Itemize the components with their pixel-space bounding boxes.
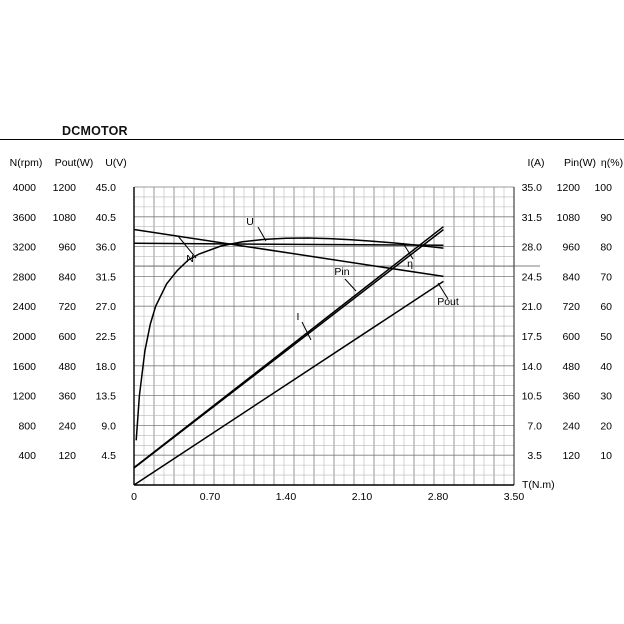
series-label: Pout: [437, 296, 459, 308]
y-tick-label-right: 80: [600, 242, 612, 254]
y-tick-label-left: 960: [58, 242, 76, 254]
y-tick-label-left: 240: [58, 420, 76, 432]
y-tick-label-right: 31.5: [522, 212, 543, 224]
y-tick-label-right: 360: [562, 391, 580, 403]
y-tick-label-right: 840: [562, 271, 580, 283]
y-tick-label-right: 40: [600, 361, 612, 373]
y-tick-label-left: 2400: [13, 301, 37, 313]
y-tick-label-right: 100: [594, 182, 612, 194]
series-line-pin: [133, 226, 444, 469]
y-tick-label-right: 10.5: [522, 391, 543, 403]
y-tick-label-left: 3200: [13, 242, 37, 254]
series-label-leader: [257, 226, 267, 242]
y-tick-label-right: 720: [562, 301, 580, 313]
y-tick-label-right: 240: [562, 420, 580, 432]
x-tick-label: 2.80: [428, 491, 449, 503]
y-tick-label-left: 600: [58, 331, 76, 343]
y-tick-label-right: 35.0: [522, 182, 543, 194]
series-line-u: [133, 242, 444, 247]
y-tick-label-left: 400: [18, 450, 36, 462]
y-tick-label-right: 120: [562, 450, 580, 462]
chart-title: DCMOTOR: [62, 124, 128, 138]
y-tick-label-right: 20: [600, 420, 612, 432]
y-tick-label-left: 40.5: [96, 212, 117, 224]
y-tick-label-right: 960: [562, 242, 580, 254]
y-tick-label-right: 90: [600, 212, 612, 224]
y-tick-label-left: 720: [58, 301, 76, 313]
y-tick-label-right: 1080: [557, 212, 581, 224]
y-tick-label-left: 4000: [13, 182, 37, 194]
y-tick-label-left: 840: [58, 271, 76, 283]
y-tick-label-right: 1200: [557, 182, 581, 194]
y-tick-label-right: 600: [562, 331, 580, 343]
x-tick-label: 1.40: [276, 491, 297, 503]
series-label: η: [407, 258, 413, 270]
series-label-leader: [402, 242, 414, 260]
y-tick-label-left: 1200: [53, 182, 77, 194]
axis-header-left: Pout(W): [55, 157, 94, 169]
y-tick-label-left: 480: [58, 361, 76, 373]
title-rule: [0, 139, 624, 140]
y-tick-label-left: 4.5: [101, 450, 116, 462]
series-label: N: [186, 253, 194, 265]
x-tick-label: 2.10: [352, 491, 373, 503]
x-tick-label: 0: [131, 491, 137, 503]
y-tick-label-left: 2800: [13, 271, 37, 283]
y-tick-label-left: 1080: [53, 212, 77, 224]
y-tick-label-right: 10: [600, 450, 612, 462]
y-tick-label-left: 22.5: [96, 331, 117, 343]
y-tick-label-left: 800: [18, 420, 36, 432]
y-tick-label-right: 480: [562, 361, 580, 373]
y-tick-label-left: 3600: [13, 212, 37, 224]
y-tick-label-right: 17.5: [522, 331, 543, 343]
series-line-eta: [135, 237, 444, 441]
series-label: Pin: [334, 266, 349, 278]
axis-header-right: Pin(W): [564, 157, 596, 169]
x-tick-label: 3.50: [504, 491, 525, 503]
y-tick-label-right: 60: [600, 301, 612, 313]
series-label-leader: [177, 235, 197, 259]
y-tick-label-right: 21.0: [522, 301, 543, 313]
y-tick-label-right: 30: [600, 391, 612, 403]
y-tick-label-left: 31.5: [96, 271, 117, 283]
y-tick-label-right: 7.0: [527, 420, 542, 432]
series-label-leader: [437, 282, 449, 300]
y-tick-label-left: 1600: [13, 361, 37, 373]
series-label-leader: [301, 321, 312, 341]
axis-header-left: U(V): [105, 157, 127, 169]
series-label: U: [246, 216, 254, 228]
series-label-leader: [344, 278, 357, 292]
y-tick-label-left: 9.0: [101, 420, 116, 432]
axis-header-left: N(rpm): [10, 157, 43, 169]
y-tick-label-left: 360: [58, 391, 76, 403]
series-label: I: [297, 311, 300, 323]
y-tick-label-right: 50: [600, 331, 612, 343]
x-tick-label: 0.70: [200, 491, 221, 503]
x-axis-title: T(N.m): [522, 479, 555, 491]
y-tick-label-left: 45.0: [96, 182, 117, 194]
axis-header-right: I(A): [528, 157, 545, 169]
y-tick-label-right: 24.5: [522, 271, 543, 283]
y-tick-label-left: 18.0: [96, 361, 117, 373]
y-tick-label-right: 28.0: [522, 242, 543, 254]
axis-header-right: η(%): [601, 157, 623, 169]
y-tick-label-right: 70: [600, 271, 612, 283]
series-line-pout: [133, 280, 444, 486]
y-tick-label-left: 27.0: [96, 301, 117, 313]
y-tick-label-left: 2000: [13, 331, 37, 343]
y-tick-label-left: 36.0: [96, 242, 117, 254]
y-tick-label-left: 1200: [13, 391, 37, 403]
y-tick-label-right: 14.0: [522, 361, 543, 373]
y-tick-label-left: 120: [58, 450, 76, 462]
y-tick-label-left: 13.5: [96, 391, 117, 403]
y-tick-label-right: 3.5: [527, 450, 542, 462]
